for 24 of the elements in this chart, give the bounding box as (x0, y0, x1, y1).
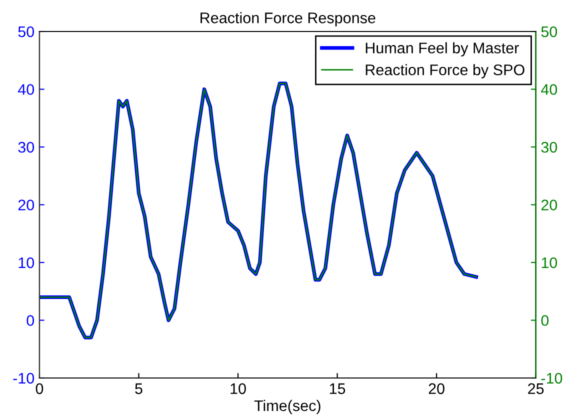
y2-tick-label: 0 (541, 315, 549, 326)
y-tick-label: 10 (18, 257, 34, 268)
x-tick-label: 0 (36, 383, 44, 394)
legend-label: Reaction Force by SPO (366, 64, 524, 78)
y2-tick-label: 40 (541, 84, 558, 95)
y-tick-label: 40 (18, 84, 34, 95)
x-tick-label: 10 (230, 383, 246, 394)
y2-tick-label: 10 (542, 257, 558, 268)
y2-tick-label: 20 (541, 200, 558, 210)
x-tick-label: 15 (330, 383, 346, 394)
y2-tick-label: 30 (541, 142, 558, 153)
y-tick-label: 30 (18, 142, 34, 153)
y-tick-label: -10 (13, 372, 34, 384)
legend-label: Human Feel by Master (366, 42, 519, 56)
y-tick-label: 50 (18, 26, 34, 38)
x-tick-label: 5 (135, 383, 142, 394)
x-axis-title: Time(sec) (254, 400, 320, 414)
y2-tick-label: -10 (541, 372, 562, 384)
y-tick-label: 0 (26, 315, 34, 326)
chart-title: Reaction Force Response (200, 12, 376, 26)
y2-tick-label: 50 (541, 26, 558, 38)
x-tick-label: 20 (428, 383, 444, 394)
y-tick-label: 20 (18, 200, 34, 210)
x-tick-label: 25 (528, 383, 544, 394)
